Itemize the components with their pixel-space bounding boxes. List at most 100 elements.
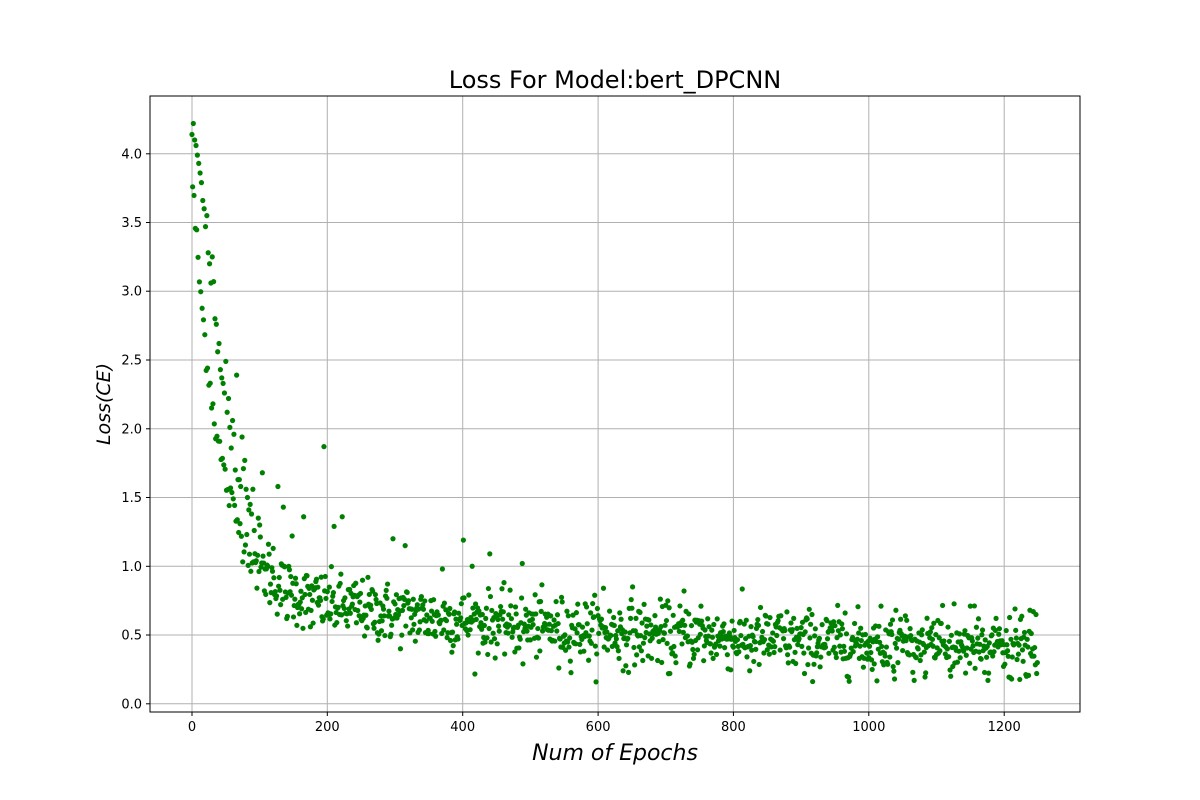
data-point xyxy=(806,606,812,612)
data-point xyxy=(811,661,817,667)
data-point xyxy=(780,636,787,642)
data-point xyxy=(707,641,714,647)
data-point xyxy=(684,633,691,639)
data-point xyxy=(793,660,799,667)
data-point xyxy=(361,633,368,639)
data-point xyxy=(271,575,277,581)
data-point xyxy=(450,643,456,649)
data-point xyxy=(320,616,326,622)
data-point xyxy=(495,623,502,629)
data-point xyxy=(365,574,371,580)
data-point xyxy=(785,660,791,666)
data-point xyxy=(698,603,704,609)
data-point xyxy=(947,667,953,673)
data-point xyxy=(583,604,590,610)
data-point xyxy=(364,625,370,631)
data-point xyxy=(519,560,525,567)
data-point xyxy=(630,584,636,590)
data-point xyxy=(252,559,259,566)
data-point xyxy=(747,643,753,649)
y-axis-label: Loss(CE) xyxy=(93,363,115,445)
data-point xyxy=(805,645,812,651)
data-point xyxy=(229,489,235,496)
data-point xyxy=(383,587,389,593)
data-point xyxy=(509,634,515,640)
data-point xyxy=(979,627,986,633)
data-point xyxy=(875,634,881,640)
data-point xyxy=(927,629,934,635)
data-point xyxy=(535,635,542,641)
data-point xyxy=(197,170,203,176)
data-point xyxy=(993,615,999,621)
data-point xyxy=(441,627,447,633)
data-point xyxy=(239,434,245,440)
data-point xyxy=(426,631,432,637)
data-point xyxy=(983,654,990,660)
x-tick-label: 1000 xyxy=(852,720,885,735)
data-point xyxy=(741,621,747,627)
data-point xyxy=(277,587,283,593)
data-point xyxy=(672,653,678,659)
data-point xyxy=(809,611,815,618)
data-point xyxy=(575,601,581,607)
data-point xyxy=(922,674,928,680)
data-point xyxy=(687,661,693,667)
data-point xyxy=(512,604,519,610)
data-point xyxy=(230,496,236,502)
data-point xyxy=(293,581,299,587)
x-tick-label: 800 xyxy=(721,720,746,735)
data-point xyxy=(247,501,253,507)
data-point xyxy=(598,616,605,622)
data-point xyxy=(657,596,663,602)
data-point xyxy=(286,567,293,573)
data-point xyxy=(472,601,479,607)
data-point xyxy=(1009,654,1015,660)
data-point xyxy=(265,541,272,547)
data-point xyxy=(214,433,220,439)
data-point xyxy=(363,612,369,618)
data-point xyxy=(513,611,519,617)
data-point xyxy=(579,624,586,630)
data-point xyxy=(1032,644,1038,651)
data-point xyxy=(854,636,860,642)
data-point xyxy=(274,611,280,617)
data-point xyxy=(223,358,229,364)
data-point xyxy=(294,622,300,628)
data-point xyxy=(770,638,776,644)
data-point xyxy=(690,655,697,662)
data-point xyxy=(940,602,946,609)
data-point xyxy=(869,666,875,673)
data-point xyxy=(641,601,647,607)
data-point xyxy=(879,643,885,650)
data-point xyxy=(353,620,360,626)
data-point xyxy=(375,637,381,643)
data-point xyxy=(990,653,996,659)
data-point xyxy=(728,667,734,673)
data-point xyxy=(787,644,793,650)
data-point xyxy=(874,678,880,684)
data-point xyxy=(200,197,206,204)
data-point xyxy=(393,592,399,598)
data-point xyxy=(933,632,939,638)
data-point xyxy=(625,669,632,675)
data-point xyxy=(221,390,228,396)
data-point xyxy=(757,604,764,611)
chart-title: Loss For Model:bert_DPCNN xyxy=(449,66,781,94)
data-point xyxy=(665,671,672,677)
data-point xyxy=(456,610,462,616)
data-point xyxy=(734,637,741,643)
data-point xyxy=(521,621,527,627)
data-point xyxy=(244,494,251,501)
data-point xyxy=(856,630,862,636)
data-point xyxy=(763,613,769,619)
data-point xyxy=(756,661,762,668)
data-point xyxy=(475,650,481,656)
data-point xyxy=(829,628,835,634)
data-point xyxy=(397,646,404,652)
data-point xyxy=(431,597,437,603)
data-point xyxy=(794,625,800,632)
data-point xyxy=(807,635,813,641)
data-point xyxy=(246,507,252,513)
data-point xyxy=(315,602,322,608)
data-point xyxy=(688,622,695,629)
